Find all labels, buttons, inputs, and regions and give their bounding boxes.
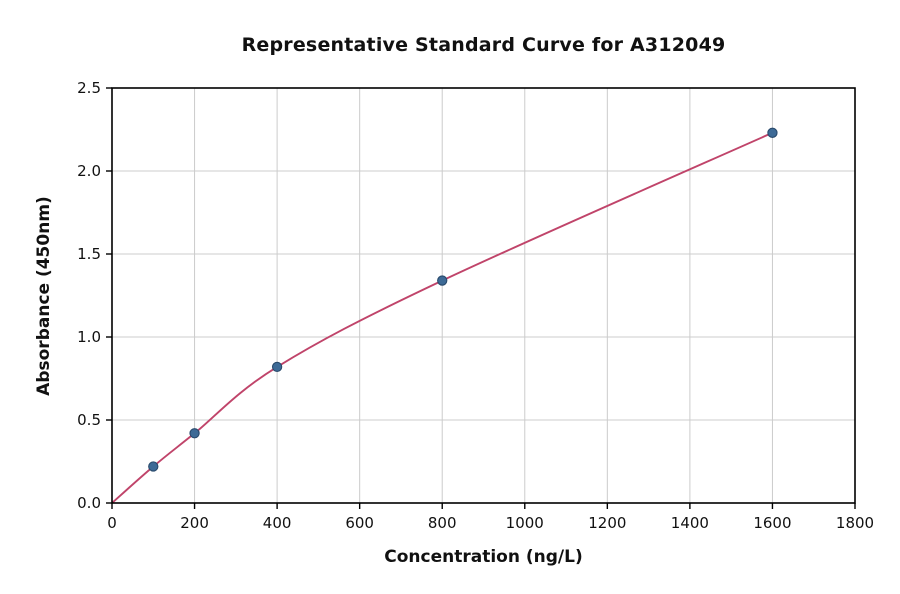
x-tick-label: 1000 xyxy=(506,514,544,532)
x-tick-label: 1600 xyxy=(753,514,791,532)
fit-curve xyxy=(111,131,773,504)
x-tick-label: 1400 xyxy=(671,514,709,532)
x-axis-label: Concentration (ng/L) xyxy=(384,547,583,567)
data-point xyxy=(148,461,159,472)
x-tick-label: 0 xyxy=(107,514,117,532)
data-point xyxy=(767,127,778,138)
x-tick-label: 600 xyxy=(345,514,374,532)
x-tick-label: 400 xyxy=(263,514,292,532)
y-tick-label: 0.5 xyxy=(77,411,101,429)
data-point xyxy=(189,428,200,439)
chart-title: Representative Standard Curve for A31204… xyxy=(241,34,726,56)
y-tick-label: 2.0 xyxy=(77,162,101,180)
data-point xyxy=(271,361,283,373)
x-tick-label: 1800 xyxy=(836,514,874,532)
x-tick-label: 200 xyxy=(180,514,209,532)
y-tick-label: 1.5 xyxy=(77,245,101,263)
y-tick-label: 0.0 xyxy=(77,494,101,512)
data-point xyxy=(437,275,448,286)
axis-frame xyxy=(111,87,856,504)
x-tick-label: 1200 xyxy=(588,514,626,532)
x-tick-label: 800 xyxy=(428,514,457,532)
y-tick-label: 1.0 xyxy=(77,328,101,346)
y-tick-label: 2.5 xyxy=(77,79,101,97)
